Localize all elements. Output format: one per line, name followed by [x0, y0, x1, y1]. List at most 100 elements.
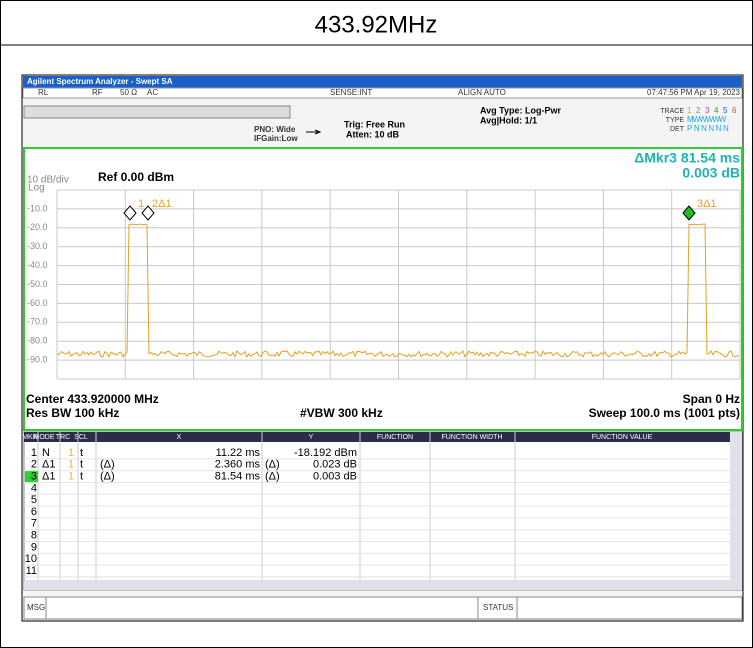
- status-bar: RL RF 50 Ω AC SENSE:INT ALIGN AUTO 07:47:56 PM…: [38, 88, 741, 97]
- ref-level: Ref 0.00 dBm: [98, 170, 174, 184]
- scrollbar: [730, 432, 742, 590]
- atten: Atten: 10 dB: [346, 129, 400, 139]
- cell-y: 0.003 dB: [313, 471, 357, 483]
- table-header: TRC: [56, 434, 70, 441]
- trace: [56, 223, 740, 359]
- table-header: FUNCTION WIDTH: [441, 434, 502, 441]
- cell-trc: 1: [68, 447, 74, 459]
- trace-number: 4: [714, 106, 719, 115]
- y-label: -20.0: [27, 222, 48, 232]
- avg-hold: Avg|Hold: 1/1: [480, 115, 537, 125]
- marker-readout: ΔMkr3 81.54 ms: [634, 150, 740, 166]
- screenshot: Agilent Spectrum Analyzer - Swept SA RL R…: [21, 74, 744, 622]
- status-item: RF: [92, 88, 103, 97]
- cell-x-ref: (Δ): [100, 471, 115, 483]
- graticule: -10.0 -20.0 -30.0 -40.0 -50.0 -60.0 -70.0 -80.0…: [27, 189, 741, 380]
- cell-scl: t: [80, 459, 83, 471]
- ifgain: IFGain:Low: [254, 134, 298, 143]
- cell-x-ref: (Δ): [100, 459, 115, 471]
- cell-scl: t: [80, 447, 83, 459]
- pno: PNO: Wide: [254, 125, 296, 134]
- table-header: X: [177, 434, 182, 441]
- y-label: -40.0: [27, 260, 48, 270]
- cell-mode: N: [42, 447, 50, 459]
- cell-mkr: 8: [31, 530, 37, 542]
- status-item: RL: [38, 88, 49, 97]
- marker-label: 2Δ1: [152, 198, 172, 210]
- y-label: -80.0: [27, 336, 48, 346]
- status-row: [22, 87, 743, 99]
- cell-mkr: 9: [31, 541, 37, 553]
- cell-mkr: 2: [31, 459, 37, 471]
- cell-mkr: 10: [25, 553, 37, 565]
- type-label: TYPE: [666, 117, 685, 124]
- message-bar: [23, 596, 743, 620]
- cell-x: 81.54 ms: [215, 471, 261, 483]
- cell-mkr: 4: [31, 482, 37, 494]
- status-item: SENSE:INT: [330, 88, 372, 97]
- table-header: MKR: [22, 434, 38, 441]
- cell-x: 11.22 ms: [216, 447, 261, 459]
- marker-diamond-3: [682, 205, 696, 221]
- trig: Trig: Free Run: [344, 119, 405, 129]
- cell-y: -18.192 dBm: [294, 447, 357, 459]
- status-item: 50 Ω: [120, 88, 137, 97]
- marker-diamonds: [123, 205, 155, 221]
- trace-number: 3: [705, 106, 710, 115]
- center: Center 433.920000 MHz: [26, 392, 159, 406]
- table-header: SCL: [74, 434, 88, 441]
- marker-label: 1: [138, 198, 144, 210]
- cell-scl: t: [80, 471, 83, 483]
- vbw: #VBW 300 kHz: [300, 406, 383, 420]
- sweep: Sweep 100.0 ms (1001 pts): [589, 406, 740, 420]
- trace-number: 1: [687, 106, 692, 115]
- h-scrollbar: [24, 580, 730, 590]
- status-item: AC: [147, 88, 158, 97]
- type-value: MWWWWW: [687, 115, 727, 124]
- y-label: -90.0: [27, 354, 48, 364]
- marker-value: 0.003 dB: [682, 165, 740, 181]
- table-header: MODE: [34, 434, 55, 441]
- selected-cell: [25, 471, 38, 483]
- avg-type: Avg Type: Log-Pwr: [480, 105, 561, 115]
- cell-trc: 1: [68, 459, 74, 471]
- table-header: Y: [309, 434, 314, 441]
- window-titlebar: [23, 76, 742, 88]
- table-header: FUNCTION: [377, 434, 413, 441]
- cell-mkr: 5: [31, 494, 37, 506]
- cell-mode: Δ1: [42, 459, 55, 471]
- cell-mkr: 6: [31, 506, 37, 518]
- trig-arrow: [306, 129, 322, 135]
- trace-number: 5: [723, 106, 728, 115]
- cell-y-ref: (Δ): [265, 459, 280, 471]
- y-label: -70.0: [27, 317, 48, 327]
- page-title: 433.92MHz: [315, 11, 438, 38]
- det-value: PNNNNN: [687, 124, 730, 133]
- cell-mkr: 7: [31, 518, 37, 530]
- scale-type: Log: [28, 183, 45, 194]
- cell-y-ref: (Δ): [265, 471, 280, 483]
- span: Span 0 Hz: [683, 392, 740, 406]
- cell-y: 0.023 dB: [313, 459, 357, 471]
- trace-label: TRACE: [660, 108, 684, 115]
- y-label: -10.0: [27, 203, 48, 213]
- status-item: ALIGN AUTO: [458, 88, 506, 97]
- cell-trc: 1: [68, 471, 74, 483]
- cell-mkr: 1: [31, 447, 37, 459]
- scale: 10 dB/div: [27, 175, 69, 186]
- cell-mkr: 11: [26, 565, 37, 577]
- res-bw: Res BW 100 kHz: [26, 406, 119, 420]
- table-header: FUNCTION VALUE: [592, 434, 653, 441]
- y-label: -30.0: [27, 241, 48, 251]
- marker-label: 3Δ1: [697, 198, 717, 210]
- graph-area: [23, 147, 743, 431]
- cell-x: 2.360 ms: [215, 459, 261, 471]
- det-label: DET: [670, 126, 685, 133]
- table-header-bg: [24, 432, 730, 442]
- window-title: Agilent Spectrum Analyzer - Swept SA: [27, 77, 173, 86]
- trace-number: 2: [696, 106, 701, 115]
- cell-mkr: 3: [31, 471, 37, 483]
- trace-number: 6: [732, 106, 737, 115]
